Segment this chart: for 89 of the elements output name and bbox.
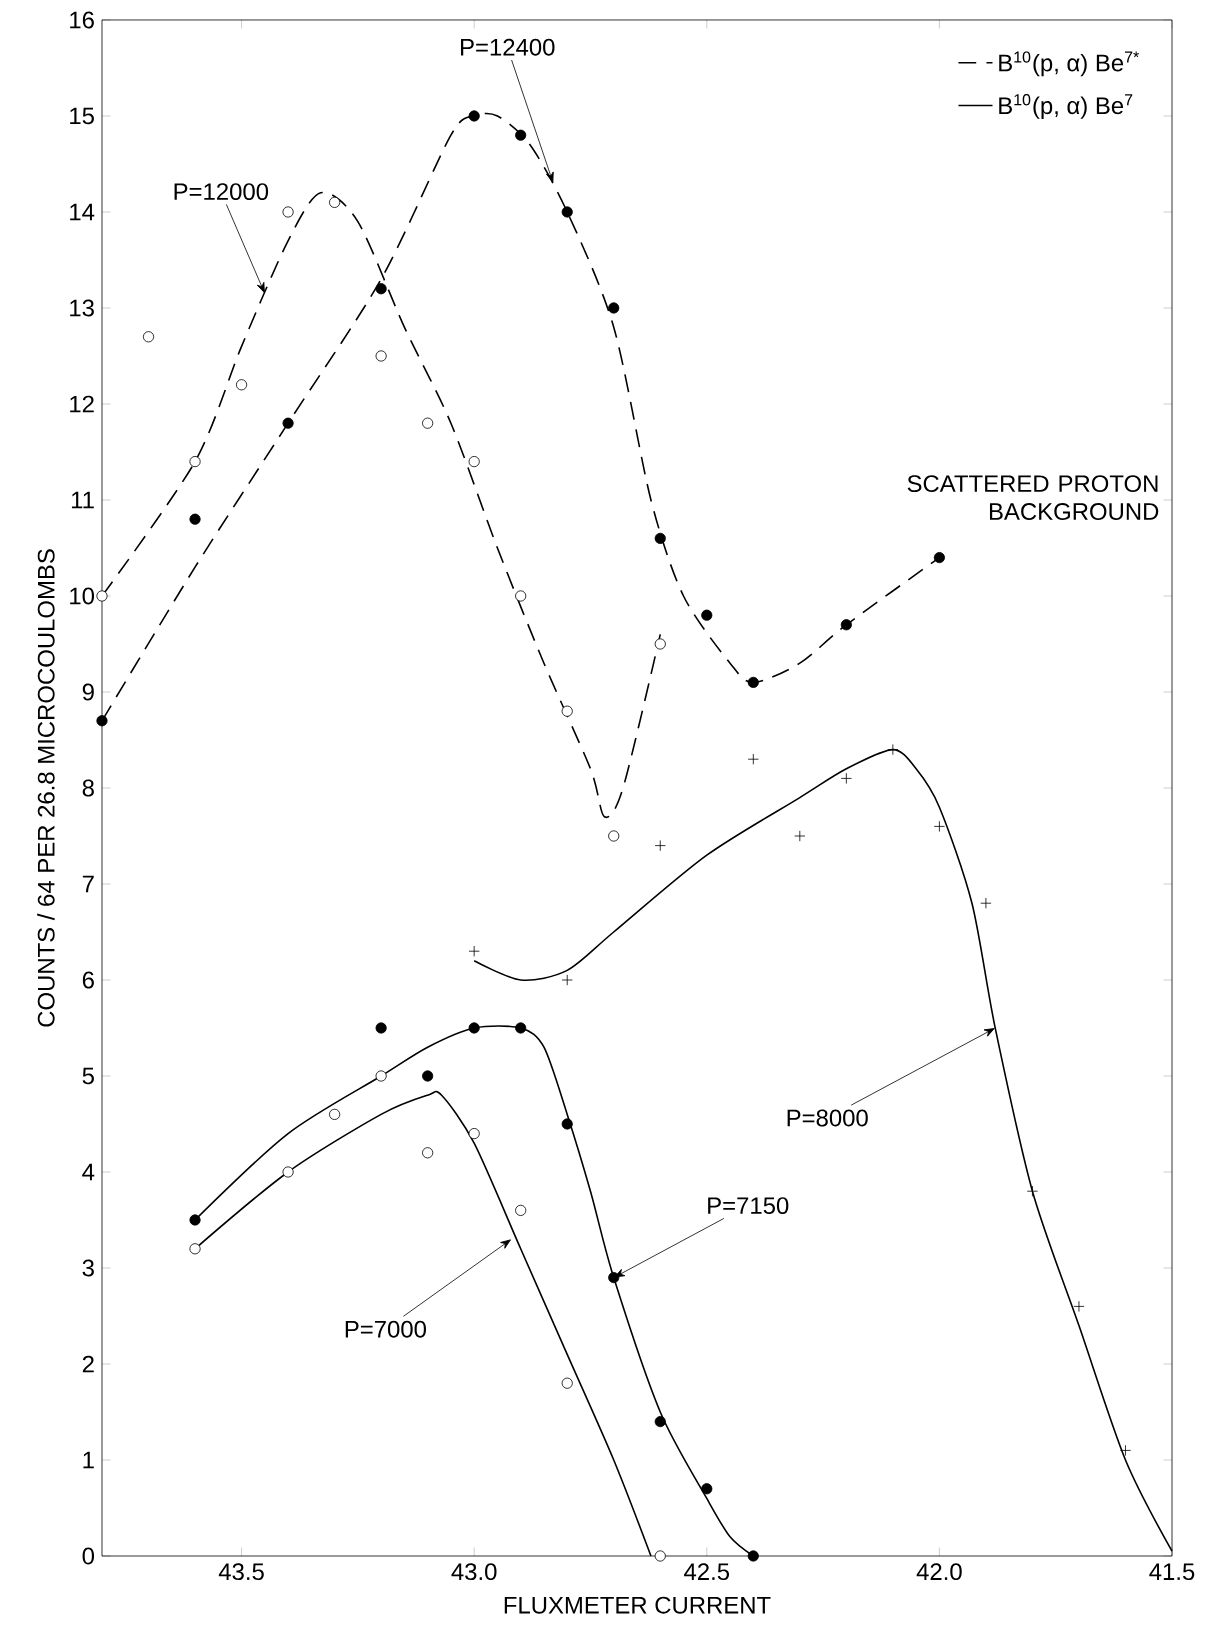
point [422, 417, 434, 429]
point [561, 974, 573, 986]
y-tick-label: 16 [70, 11, 94, 29]
point [654, 1550, 666, 1562]
point [933, 552, 945, 564]
y-tick-label: 15 [70, 107, 94, 125]
point [282, 1166, 294, 1178]
x-tick-label: 42.0 [916, 1563, 962, 1581]
annotation: P=7150 [708, 1197, 789, 1215]
point [840, 772, 852, 784]
point [235, 379, 248, 391]
point [701, 609, 713, 621]
point [701, 1483, 713, 1495]
point [329, 1108, 341, 1120]
point [282, 417, 294, 429]
annotation: P=12400 [461, 38, 555, 56]
point [654, 638, 666, 650]
annotation: P=8000 [787, 1109, 868, 1127]
y-tick-label: 2 [82, 1355, 94, 1373]
point [654, 532, 666, 544]
point [933, 820, 945, 832]
point [468, 945, 480, 957]
point [375, 350, 387, 362]
point [422, 1070, 434, 1082]
y-tick-label: 10 [70, 587, 95, 605]
y-tick-label: 7 [82, 875, 94, 893]
x-axis-title: FLUXMETER CURRENT [504, 1596, 771, 1614]
point [515, 590, 527, 602]
y-tick-label: 9 [82, 683, 94, 701]
point [282, 206, 294, 218]
x-tick-label: 43.0 [451, 1563, 497, 1581]
y-tick-label: 6 [82, 971, 94, 989]
y-axis-title: COUNTS / 64 PER 26.8 MICROCOULOMBS [37, 549, 55, 1027]
x-tick-label: 41.5 [1149, 1563, 1195, 1581]
point [608, 302, 620, 314]
point [980, 897, 992, 909]
point [189, 1243, 201, 1255]
point [747, 676, 759, 688]
y-tick-label: 4 [82, 1163, 95, 1181]
y-tick-label: 3 [82, 1259, 94, 1277]
point [96, 590, 108, 602]
point [654, 1416, 666, 1428]
point [422, 1147, 434, 1159]
point [887, 744, 899, 756]
y-tick-label: 13 [70, 299, 94, 317]
point [608, 1272, 620, 1284]
point [468, 1022, 480, 1034]
point [840, 619, 852, 631]
y-tick-label: 1 [83, 1451, 94, 1469]
point [515, 1204, 527, 1216]
point [468, 110, 480, 122]
point [189, 513, 201, 525]
y-tick-label: 5 [82, 1067, 94, 1085]
point [96, 715, 108, 727]
x-tick-label: 43.5 [218, 1563, 264, 1581]
point [189, 1214, 201, 1226]
point [468, 1128, 480, 1140]
point [608, 830, 620, 842]
point [1026, 1185, 1039, 1197]
x-tick-label: 42.5 [684, 1563, 730, 1581]
point [747, 1550, 759, 1562]
point [515, 1022, 527, 1034]
y-tick-label: 12 [70, 395, 94, 413]
annotation: SCATTERED PROTON BACKGROUND [907, 475, 1159, 520]
y-tick-label: 14 [70, 203, 95, 221]
annotation: P=12000 [174, 183, 269, 201]
point [561, 705, 573, 717]
point [1073, 1300, 1085, 1312]
y-tick-label: 0 [82, 1547, 95, 1565]
point [375, 283, 387, 295]
point [1119, 1444, 1132, 1456]
y-tick-label: 8 [82, 779, 94, 797]
point [561, 1377, 573, 1389]
point [329, 196, 341, 208]
point [189, 456, 201, 468]
point [515, 129, 527, 141]
annotation: P=7000 [345, 1320, 426, 1338]
legend-label: B$^{10}$(p, α) Be$^{7}$ [999, 94, 1133, 119]
point [468, 456, 480, 468]
point [794, 830, 806, 842]
point [142, 331, 155, 343]
point [561, 1118, 573, 1130]
point [375, 1070, 387, 1082]
point [747, 753, 759, 765]
y-tick-label: 11 [71, 491, 94, 509]
legend-label: B$^{10}$(p, α) Be$^{7*}$ [999, 51, 1139, 77]
point [375, 1022, 387, 1034]
point [561, 206, 573, 218]
point [654, 840, 666, 852]
